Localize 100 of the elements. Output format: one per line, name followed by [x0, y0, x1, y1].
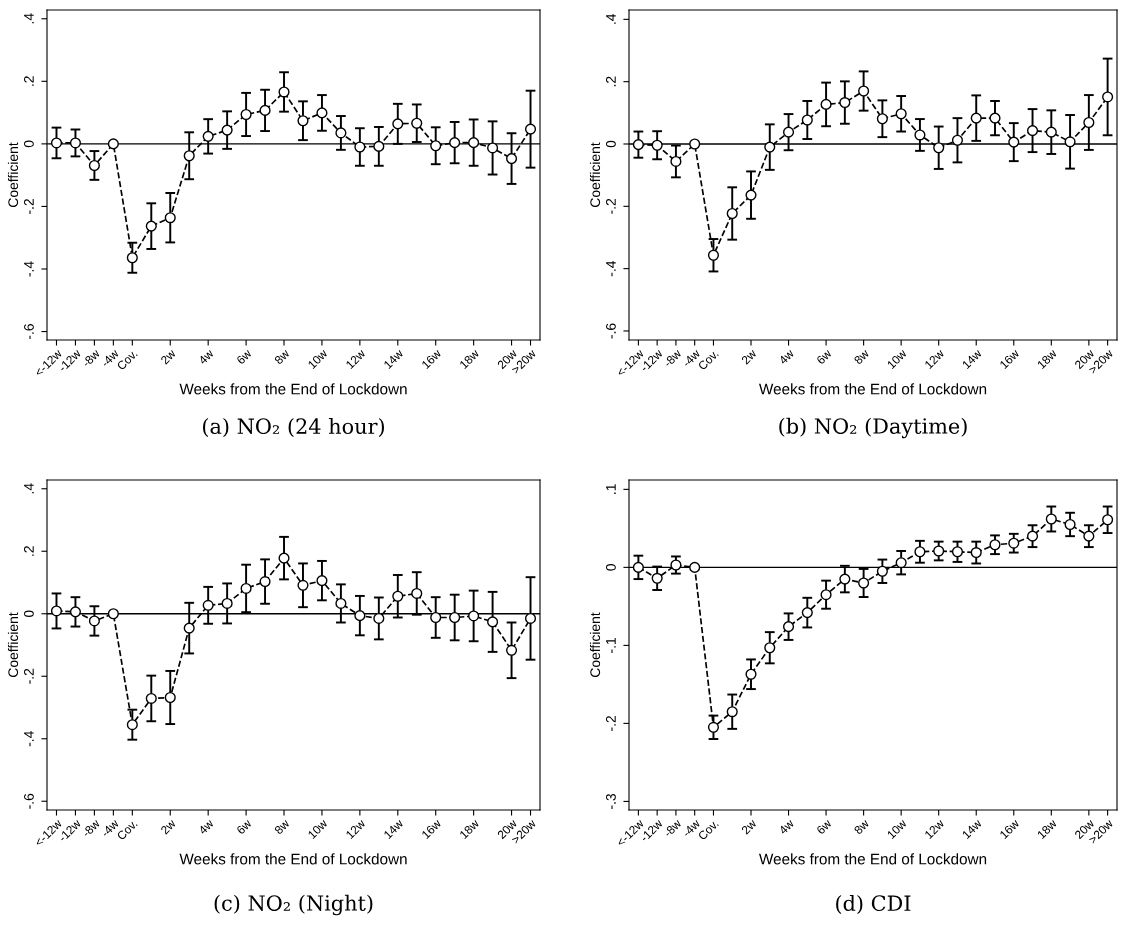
point — [689, 138, 701, 150]
point — [1026, 530, 1039, 542]
x-tick-label: 2w — [740, 818, 758, 835]
point — [1102, 514, 1114, 526]
point — [316, 107, 328, 119]
x-tick-label: 18w — [1036, 818, 1058, 840]
text: (a) NO₂ (24 hour) — [202, 417, 385, 437]
point — [839, 96, 851, 109]
point — [1083, 116, 1095, 129]
point — [373, 140, 385, 152]
y-tick-label: -.2 — [606, 716, 616, 731]
x-axis-title: Weeks from the End of Lockdown — [179, 383, 407, 395]
point — [69, 137, 81, 149]
point — [335, 597, 347, 609]
point — [373, 612, 385, 624]
point — [335, 127, 347, 139]
x-tick-label: 12w — [345, 818, 366, 840]
point — [951, 546, 964, 558]
x-tick-label: 18w — [459, 348, 480, 370]
y-tick-label: 0 — [24, 140, 34, 148]
x-tick-label: 18w — [459, 818, 480, 840]
x-tick-label: -8w — [663, 818, 683, 838]
point — [145, 220, 157, 232]
point — [876, 565, 888, 577]
point — [506, 153, 518, 165]
y-tick-label: .4 — [24, 13, 34, 24]
point — [651, 572, 663, 584]
point — [411, 587, 423, 599]
text: (d) CDI — [836, 894, 911, 914]
x-tick-label: 6w — [816, 348, 833, 365]
x-tick-label: 18w — [1036, 348, 1058, 370]
x-tick-label: 6w — [816, 818, 833, 835]
point — [107, 608, 119, 620]
point — [524, 612, 537, 624]
point — [221, 124, 233, 136]
point — [88, 159, 100, 172]
x-tick-label: 6w — [236, 818, 253, 835]
point — [764, 642, 776, 654]
point — [183, 150, 195, 162]
point — [745, 668, 757, 680]
point — [670, 559, 682, 571]
point — [88, 615, 100, 627]
x-tick-label: 16w — [999, 818, 1020, 840]
point — [782, 621, 795, 633]
point — [316, 575, 328, 587]
point — [354, 141, 366, 153]
point — [183, 622, 195, 634]
y-tick-label: -.2 — [606, 198, 616, 214]
x-tick-label: 14w — [383, 818, 404, 840]
point — [202, 599, 214, 611]
point — [933, 545, 945, 557]
y-tick-label: -.4 — [606, 260, 616, 277]
point — [240, 108, 252, 121]
x-tick-label: 10w — [886, 818, 908, 840]
point — [914, 129, 926, 141]
point — [1045, 513, 1057, 525]
y-tick-label: -.2 — [24, 199, 34, 214]
point — [914, 546, 926, 558]
point — [297, 579, 309, 591]
point — [487, 616, 499, 628]
x-tick-label: 6w — [236, 348, 253, 365]
x-tick-label: 10w — [307, 818, 329, 840]
point — [670, 155, 682, 168]
y-tick-label: -.6 — [24, 324, 34, 340]
x-tick-label: 8w — [853, 818, 870, 835]
point — [506, 644, 518, 656]
y-tick-label: 0 — [606, 140, 616, 148]
point — [468, 610, 480, 622]
point — [430, 611, 442, 624]
point — [970, 112, 982, 124]
point — [1008, 136, 1020, 148]
point — [726, 706, 738, 718]
x-tick-label: 12w — [924, 818, 945, 840]
y-tick-label: -.2 — [24, 668, 34, 684]
point — [1064, 136, 1076, 148]
y-tick-label: .2 — [24, 546, 34, 556]
point — [278, 86, 290, 98]
point — [392, 118, 404, 130]
x-tick-label: 2w — [740, 348, 758, 365]
point — [69, 606, 81, 618]
point — [726, 207, 738, 220]
x-axis-title: Weeks from the End of Lockdown — [758, 383, 987, 395]
point — [764, 141, 776, 153]
text: (b) NO₂ (Daytime) — [779, 417, 967, 439]
y-tick-label: -.4 — [24, 261, 34, 277]
y-tick-label: -.6 — [606, 323, 616, 339]
point — [126, 719, 138, 731]
x-tick-label: 12w — [924, 348, 945, 370]
x-tick-label: 8w — [273, 348, 291, 365]
point — [895, 557, 907, 569]
point — [689, 561, 701, 573]
y-tick-label: 0 — [24, 610, 34, 618]
x-tick-label: 4w — [198, 818, 215, 835]
point — [1083, 530, 1095, 542]
x-axis-title: Weeks from the End of Lockdown — [179, 853, 407, 865]
point — [989, 112, 1001, 124]
y-axis-title: Coefficient — [589, 612, 601, 677]
x-tick-label: 16w — [421, 348, 442, 370]
point — [50, 137, 63, 149]
point — [876, 113, 888, 125]
